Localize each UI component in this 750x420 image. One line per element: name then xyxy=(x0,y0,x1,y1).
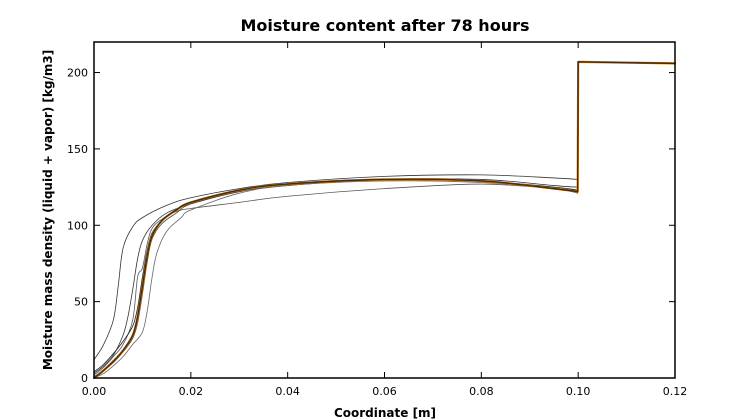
y-tick-label: 50 xyxy=(74,296,88,309)
series-layer xyxy=(92,60,677,380)
y-tick-label: 200 xyxy=(67,67,88,80)
y-tick-label: 0 xyxy=(81,372,88,385)
x-tick-label: 0.10 xyxy=(566,385,591,398)
x-tick-label: 0.04 xyxy=(275,385,300,398)
chart-title: Moisture content after 78 hours xyxy=(241,16,530,35)
x-tick-label: 0.08 xyxy=(469,385,494,398)
x-tick-label: 0.06 xyxy=(372,385,397,398)
y-axis-label: Moisture mass density (liquid + vapor) [… xyxy=(41,50,55,370)
x-axis-label: Coordinate [m] xyxy=(334,406,436,420)
y-axis: 0 50 100 150 200 xyxy=(67,67,675,385)
series-line-7 xyxy=(92,60,677,380)
series-line-1 xyxy=(93,61,676,361)
x-tick-label: 0.02 xyxy=(179,385,204,398)
series-line-2 xyxy=(93,61,676,374)
x-axis: 0.00 0.02 0.04 0.06 0.08 0.10 0.12 xyxy=(82,42,688,398)
series-line-5 xyxy=(93,61,676,373)
x-tick-label: 0.12 xyxy=(663,385,688,398)
series-line-8 xyxy=(93,61,676,379)
series-line-3 xyxy=(93,61,676,376)
series-line-6 xyxy=(93,61,676,379)
y-tick-label: 150 xyxy=(67,143,88,156)
x-tick-label: 0.00 xyxy=(82,385,107,398)
series-line-4 xyxy=(93,61,676,377)
y-tick-label: 100 xyxy=(67,219,88,232)
